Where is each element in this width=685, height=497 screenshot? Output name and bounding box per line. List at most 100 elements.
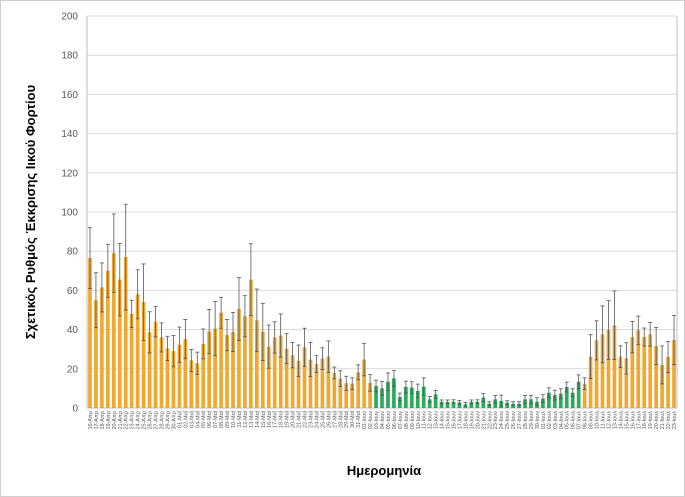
bar (409, 387, 414, 408)
x-tick-label: 25-Ιουν (505, 411, 511, 430)
bar (326, 356, 331, 408)
bar (666, 357, 670, 408)
x-tick-label: 23-Ιουλ (672, 411, 678, 430)
x-tick-label: 24-Μαΐ (313, 410, 320, 428)
y-tick-label: 120 (61, 168, 78, 179)
bar (547, 392, 551, 408)
x-tick-label: 18-Ιουν (463, 411, 469, 430)
x-tick-label: 16-Απρ (88, 411, 94, 430)
bar (141, 302, 146, 408)
x-tick-label: 02-Μαΐ (182, 410, 189, 428)
x-tick-label: 20-Ιουλ (654, 411, 660, 430)
bar (630, 337, 635, 408)
x-tick-label: 05-Ιουλ (565, 411, 571, 430)
bar (457, 402, 462, 408)
bar (576, 381, 581, 408)
y-tick-label: 160 (61, 90, 78, 101)
bar (147, 332, 152, 408)
x-tick-label: 16-Ιουν (452, 411, 458, 430)
x-tick-label: 29-Μαΐ (343, 410, 350, 428)
x-tick-label: 24-Απρ (136, 411, 142, 430)
x-tick-label: 13-Μαΐ (248, 410, 255, 428)
x-tick-label: 17-Απρ (94, 411, 100, 430)
bar (290, 355, 295, 408)
y-tick-label: 0 (72, 404, 78, 415)
bar (266, 346, 271, 408)
bar (225, 335, 229, 408)
x-tick-label: 27-Απρ (154, 411, 160, 430)
bar (392, 378, 396, 408)
x-tick-label: 17-Μαΐ (272, 410, 279, 428)
x-tick-label: 14-Μαΐ (254, 410, 261, 428)
x-tick-label: 11-Μαΐ (236, 410, 243, 427)
x-tick-label: 23-Απρ (130, 411, 136, 430)
x-tick-label: 26-Μαΐ (325, 410, 332, 428)
bar (505, 402, 509, 408)
bar (606, 329, 611, 408)
bar (672, 339, 676, 408)
x-tick-label: 10-Ιουλ (595, 411, 601, 430)
x-tick-label: 10-Μαΐ (230, 410, 237, 428)
bar (451, 401, 456, 408)
x-tick-label: 25-Απρ (142, 411, 148, 430)
bar (213, 328, 217, 408)
bar (398, 397, 402, 408)
x-tick-label: 15-Ιουν (446, 411, 452, 430)
y-tick-label: 80 (67, 247, 79, 258)
y-tick-label: 180 (61, 51, 78, 62)
bar (433, 394, 438, 408)
x-tick-label: 30-Μαΐ (349, 410, 356, 428)
bar (541, 398, 545, 408)
x-tick-label: 05-Ιουν (386, 411, 392, 430)
x-tick-label: 01-Ιουλ (541, 411, 547, 430)
bar (171, 351, 176, 408)
bar (374, 386, 378, 408)
x-tick-label: 18-Ιουλ (642, 411, 648, 430)
bar (302, 347, 307, 408)
bar (201, 343, 206, 408)
x-tick-label: 19-Απρ (106, 411, 112, 430)
x-tick-label: 29-Ιουν (529, 411, 535, 430)
bar (552, 395, 557, 408)
x-tick-label: 18-Μαΐ (278, 410, 285, 428)
x-tick-label: 20-Ιουν (475, 411, 481, 430)
x-tick-label: 04-Ιουν (380, 411, 386, 430)
x-tick-label: 31-Μαΐ (355, 410, 362, 428)
x-tick-label: 12-Ιουν (428, 411, 434, 430)
bar (415, 390, 420, 408)
x-tick-label: 23-Ιουν (493, 411, 499, 430)
x-tick-label: 19-Ιουλ (648, 411, 654, 430)
y-axis-title: Σχετικός Ρυθμός Έκκρισης Ιικού Φορτίου (23, 84, 38, 339)
bar (642, 337, 647, 408)
y-tick-label: 200 (61, 12, 78, 23)
bar (594, 340, 599, 408)
bar (445, 401, 450, 408)
bar (338, 378, 343, 408)
bar (380, 388, 384, 408)
bar (386, 381, 390, 408)
bar (272, 337, 277, 408)
y-tick-label: 100 (61, 208, 78, 219)
x-tick-label: 26-Απρ (148, 411, 154, 430)
x-tick-label: 21-Μαΐ (296, 410, 303, 428)
x-tick-label: 26-Ιουν (511, 411, 517, 430)
x-tick-label: 03-Μαΐ (188, 410, 195, 428)
bar (106, 270, 110, 408)
x-tick-label: 21-Ιουν (481, 411, 487, 430)
x-tick-label: 19-Ιουν (469, 411, 475, 430)
y-tick-label: 20 (67, 364, 79, 375)
bar (135, 294, 140, 408)
bar (344, 383, 349, 408)
bar (219, 312, 223, 408)
bar (111, 253, 116, 408)
x-tick-label: 29-Απρ (165, 411, 171, 430)
x-tick-label: 22-Απρ (124, 411, 130, 430)
x-tick-label: 16-Μαΐ (266, 410, 273, 428)
x-tick-label: 03-Ιουν (374, 411, 380, 430)
x-tick-label: 08-Ιουν (404, 411, 410, 430)
bar (320, 358, 325, 408)
x-tick-label: 12-Ιουλ (606, 411, 612, 430)
bar (356, 372, 361, 408)
x-tick-label: 07-Ιουλ (577, 411, 583, 430)
